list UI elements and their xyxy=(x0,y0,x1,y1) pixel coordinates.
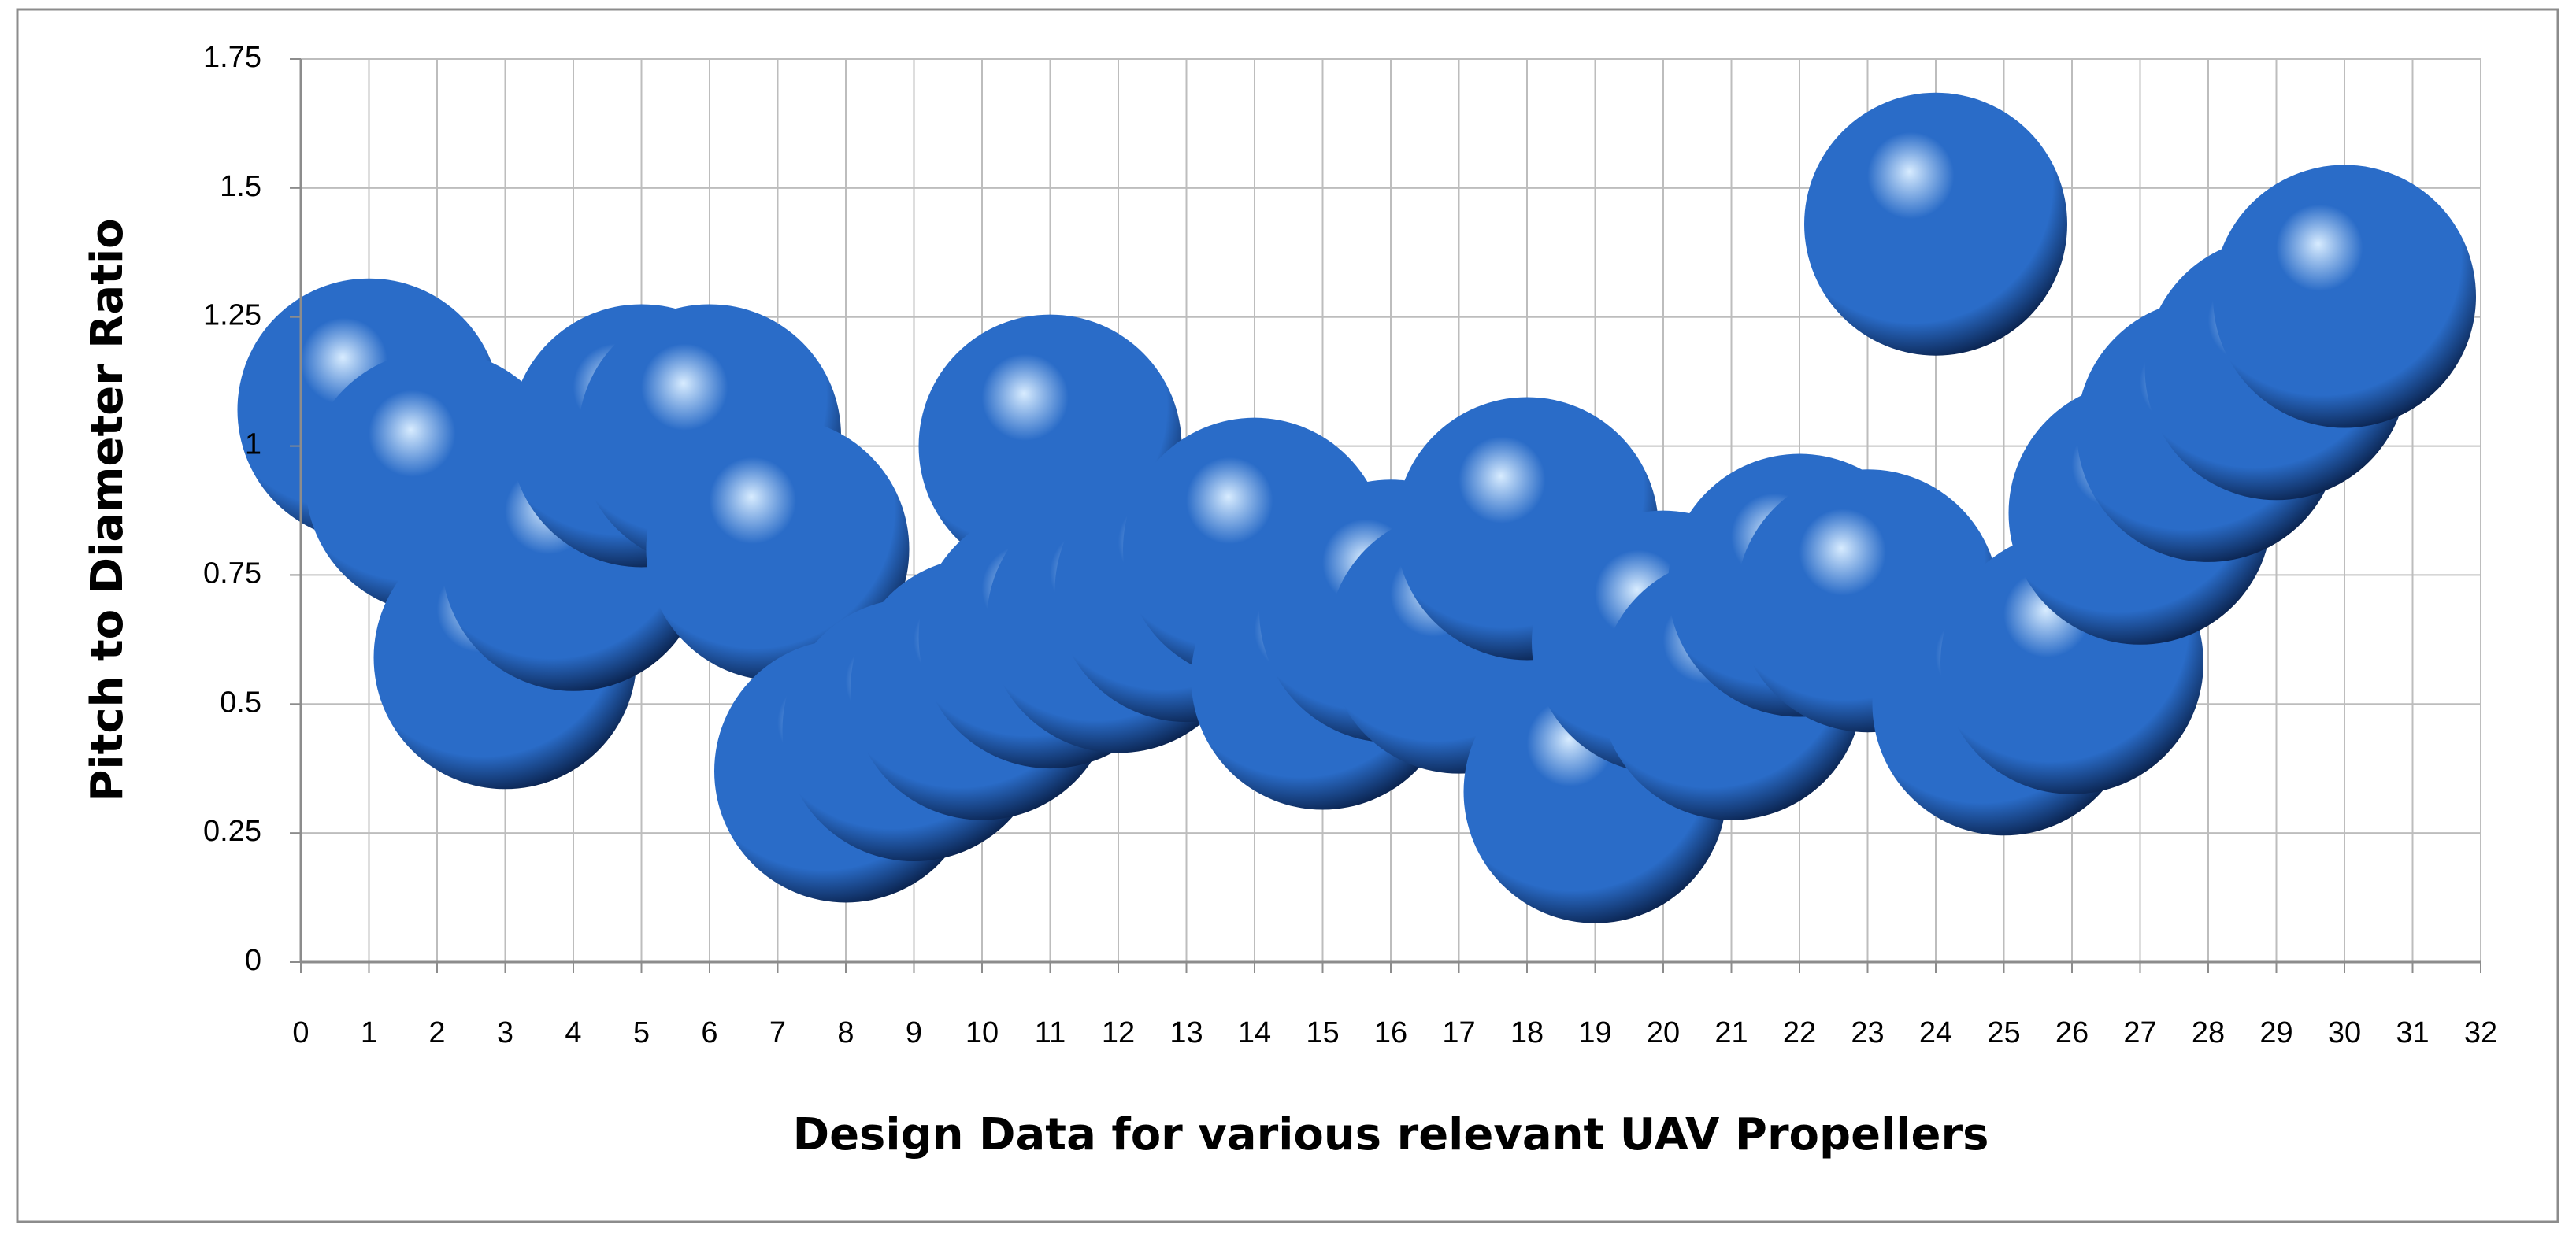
x-tick-label: 8 xyxy=(837,1016,854,1049)
x-tick-label: 16 xyxy=(1374,1016,1407,1049)
x-tick-label: 7 xyxy=(769,1016,786,1049)
x-tick-label: 31 xyxy=(2396,1016,2429,1049)
x-tick-label: 19 xyxy=(1578,1016,1611,1049)
x-tick-label: 11 xyxy=(1035,1016,1066,1049)
x-tick-label: 14 xyxy=(1238,1016,1271,1049)
x-tick-label: 23 xyxy=(1851,1016,1884,1049)
bubbles xyxy=(237,92,2476,923)
x-tick-label: 2 xyxy=(428,1016,445,1049)
x-tick-label: 3 xyxy=(497,1016,513,1049)
y-tick-label: 1.25 xyxy=(203,299,261,332)
y-tick-label: 0.5 xyxy=(220,686,261,719)
x-tick-label: 10 xyxy=(966,1016,999,1049)
x-tick-label: 24 xyxy=(1919,1016,1952,1049)
x-tick-label: 27 xyxy=(2123,1016,2156,1049)
x-tick-label: 22 xyxy=(1783,1016,1816,1049)
x-tick-label: 26 xyxy=(2055,1016,2089,1049)
x-tick-label: 28 xyxy=(2192,1016,2225,1049)
x-tick-label: 21 xyxy=(1714,1016,1748,1049)
x-tick-label: 17 xyxy=(1442,1016,1475,1049)
x-tick-label: 4 xyxy=(565,1016,581,1049)
bubble xyxy=(1804,92,2067,356)
y-tick-label: 1 xyxy=(245,428,261,461)
bubble xyxy=(2213,165,2476,428)
y-tick-label: 0.75 xyxy=(203,557,261,590)
x-tick-label: 32 xyxy=(2464,1016,2497,1049)
x-axis-title: Design Data for various relevant UAV Pro… xyxy=(793,1109,1989,1160)
x-tick-label: 9 xyxy=(906,1016,922,1049)
x-tick-label: 25 xyxy=(1987,1016,2020,1049)
x-tick-label: 13 xyxy=(1169,1016,1203,1049)
x-tick-label: 29 xyxy=(2259,1016,2292,1049)
y-tick-label: 1.5 xyxy=(220,170,261,203)
labels: 0 1 2 3 4 5 6 7 8 9 10 11 12 13 14 15 16 17 18 19 20 21 22 23 24… xyxy=(203,41,2497,1049)
x-tick-label: 1 xyxy=(361,1016,377,1049)
x-tick-label: 15 xyxy=(1306,1016,1339,1049)
y-tick-label: 1.75 xyxy=(203,41,261,74)
x-tick-label: 0 xyxy=(292,1016,309,1049)
x-tick-label: 18 xyxy=(1510,1016,1544,1049)
y-axis-title: Pitch to Diameter Ratio xyxy=(82,218,133,801)
y-tick-label: 0 xyxy=(245,944,261,977)
y-tick-label: 0.25 xyxy=(203,815,261,848)
x-tick-label: 20 xyxy=(1647,1016,1680,1049)
x-tick-label: 12 xyxy=(1102,1016,1135,1049)
bubble xyxy=(646,417,910,681)
x-tick-label: 30 xyxy=(2328,1016,2361,1049)
x-tick-label: 6 xyxy=(701,1016,717,1049)
x-tick-label: 5 xyxy=(633,1016,650,1049)
